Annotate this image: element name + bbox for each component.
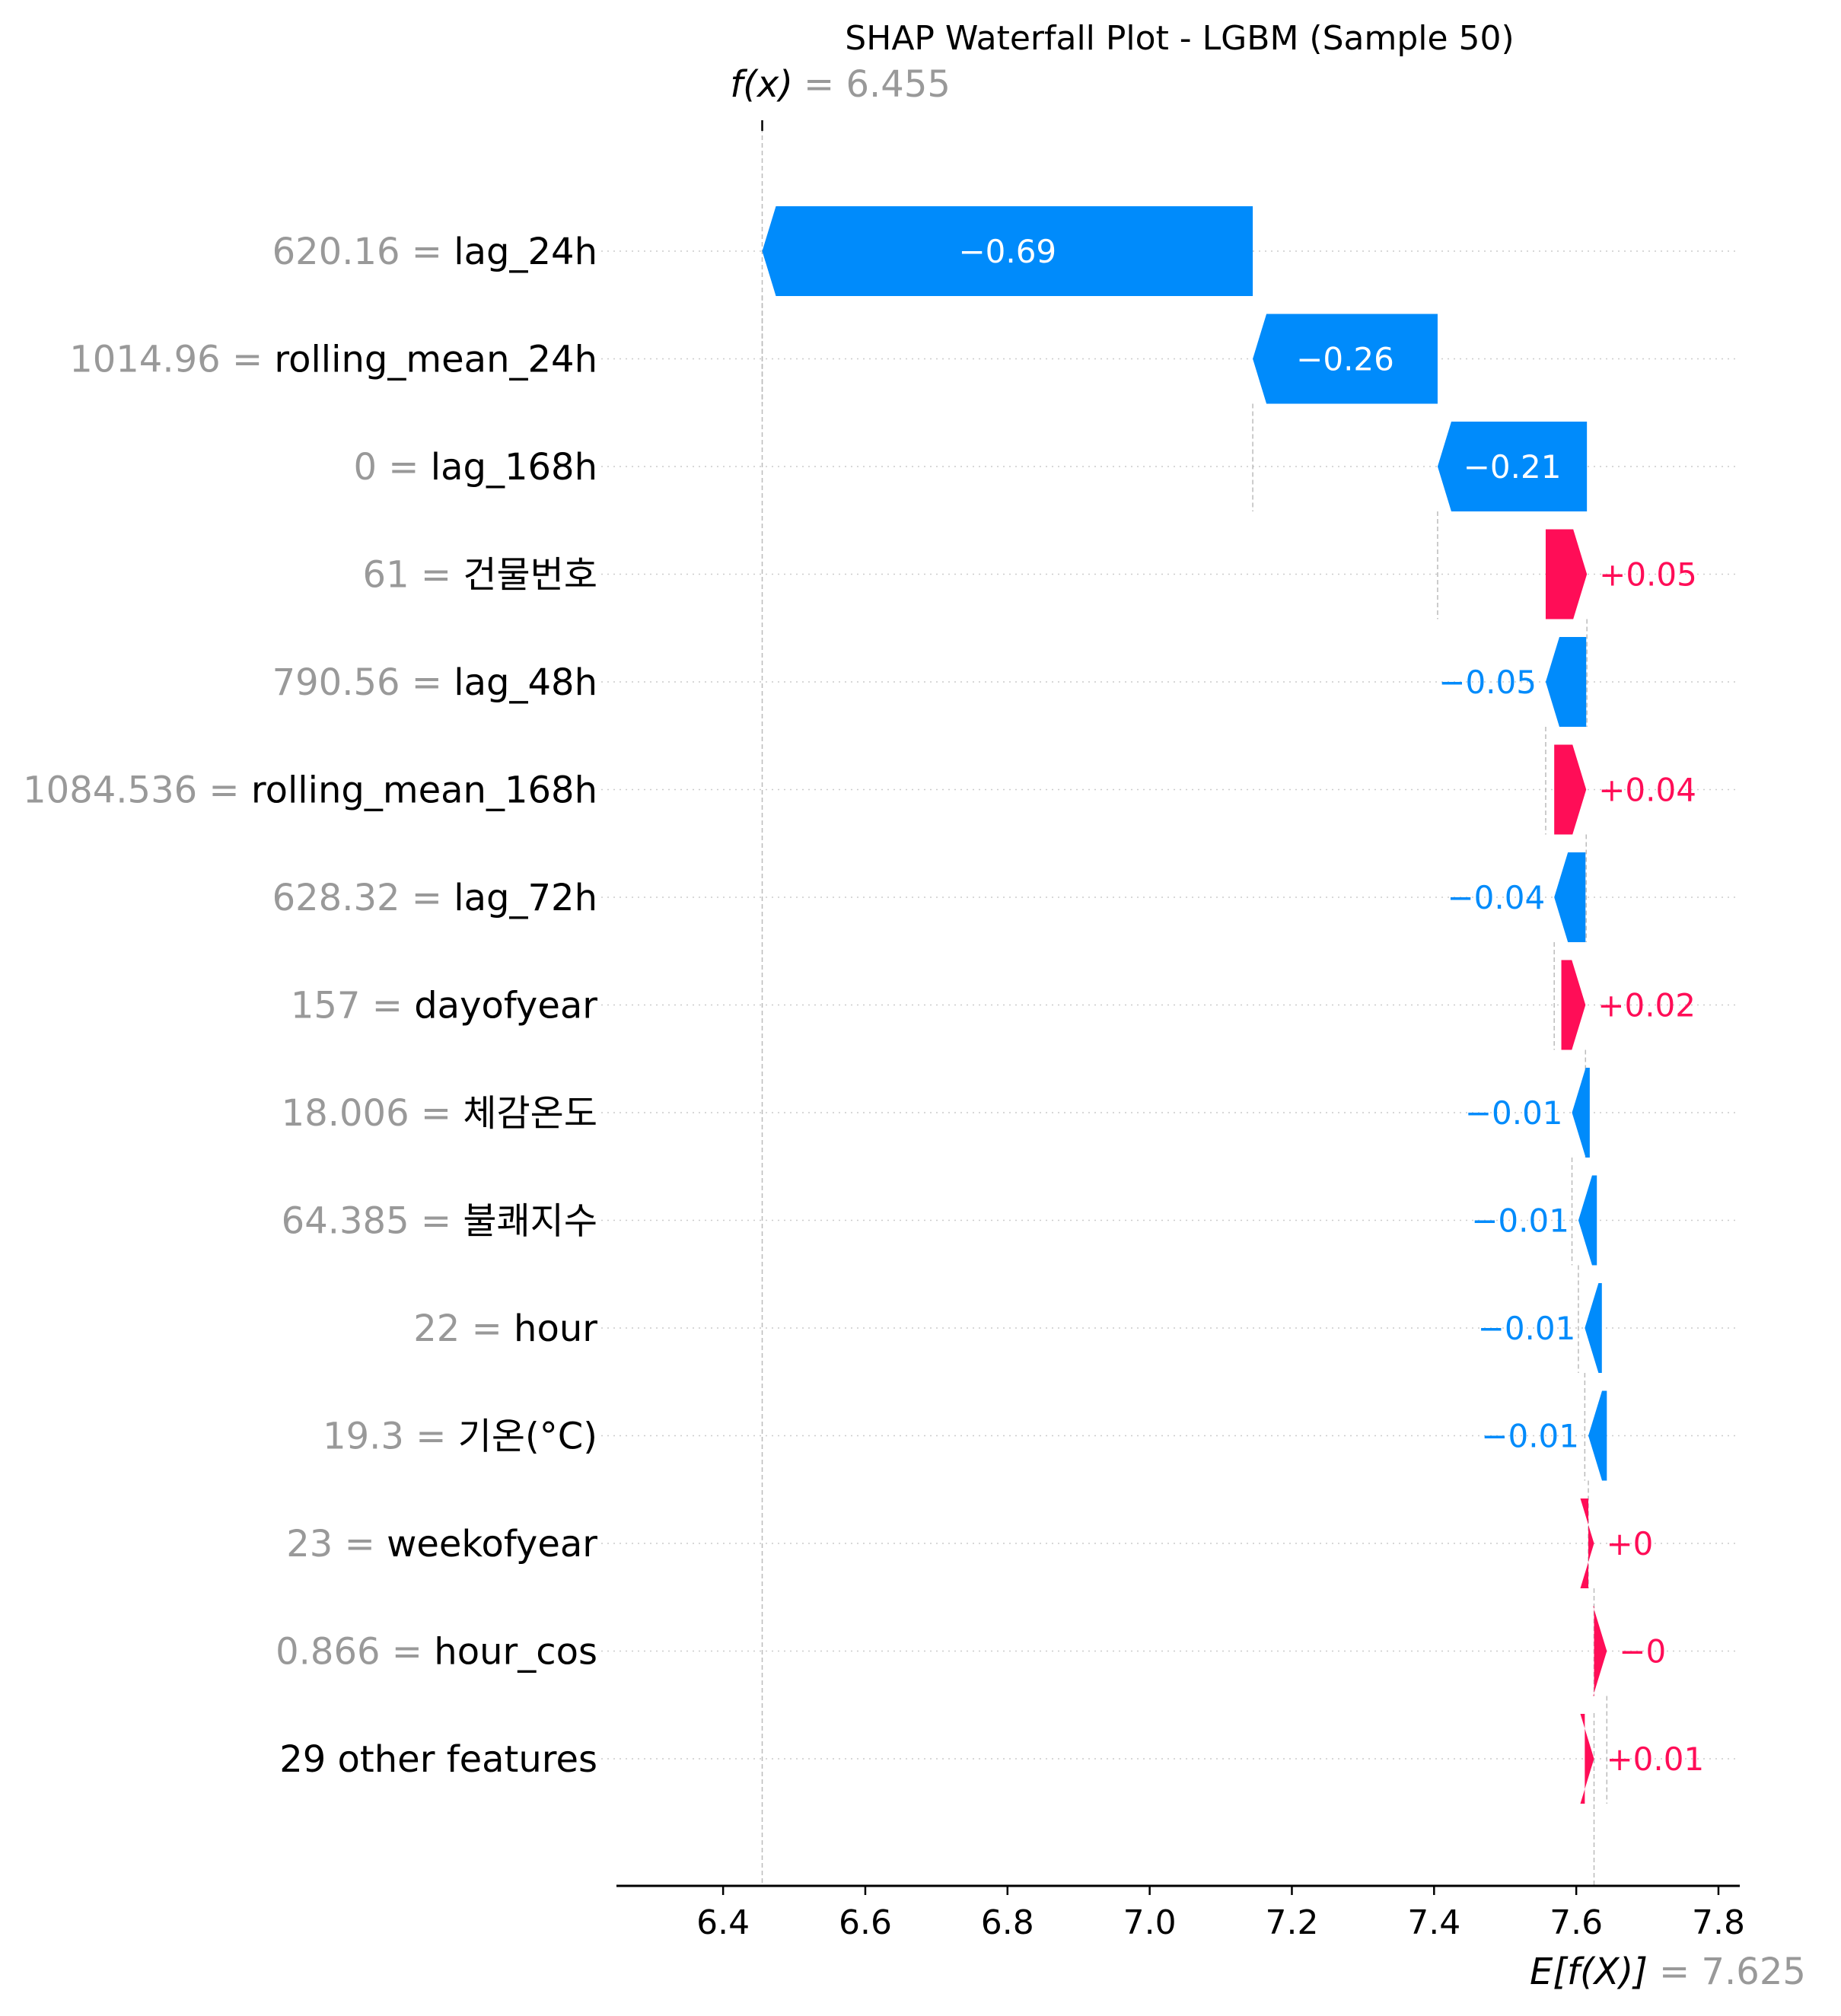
bar-2 <box>1437 422 1588 511</box>
bar-7 <box>1561 960 1586 1050</box>
feature-label-5: 1084.536 = rolling_mean_168h <box>23 769 597 812</box>
bar-label-7: +0.02 <box>1597 987 1696 1024</box>
bar-label-4: −0.05 <box>1438 664 1537 701</box>
feature-name: 29 other features <box>279 1738 597 1781</box>
row-gridlines <box>601 250 1740 1760</box>
bar-label-0: −0.69 <box>958 233 1056 270</box>
feature-name: 체감온도 <box>463 1092 597 1135</box>
feature-name: lag_48h <box>454 661 597 704</box>
bar-12 <box>1580 1498 1594 1588</box>
bar-label-13: −0 <box>1619 1633 1666 1670</box>
feature-label-13: 0.866 = hour_cos <box>276 1631 597 1674</box>
x-tick-label: 7.8 <box>1692 1903 1745 1942</box>
feature-name: lag_72h <box>454 877 597 919</box>
fx-value: = 6.455 <box>804 63 951 106</box>
feature-value: 22 = <box>413 1307 514 1350</box>
feature-label-11: 19.3 = 기온(°C) <box>323 1416 597 1458</box>
fx-prefix: f(x) <box>730 63 793 106</box>
feature-name: 기온(°C) <box>458 1416 597 1458</box>
ex-annotation: E[f(X)] = 7.625 <box>1530 1951 1806 1993</box>
bar-label-9: −0.01 <box>1471 1202 1569 1240</box>
feature-value: 0 = <box>353 446 430 489</box>
feature-label-14: 29 other features <box>279 1738 597 1781</box>
feature-name: lag_24h <box>454 231 597 273</box>
feature-value: 157 = <box>291 985 414 1027</box>
feature-value: 23 = <box>286 1523 387 1565</box>
bar-0 <box>762 206 1253 296</box>
chart-title: SHAP Waterfall Plot - LGBM (Sample 50) <box>845 19 1514 58</box>
feature-value: 628.32 = <box>272 877 454 919</box>
bar-label-1: −0.26 <box>1296 341 1394 378</box>
feature-value: 64.385 = <box>282 1200 463 1243</box>
bar-8 <box>1572 1068 1590 1158</box>
feature-name: rolling_mean_24h <box>274 339 597 381</box>
feature-label-10: 22 = hour <box>413 1307 597 1350</box>
bar-10 <box>1585 1283 1602 1373</box>
x-tick-label: 6.8 <box>981 1903 1034 1942</box>
x-tick-label: 7.4 <box>1407 1903 1460 1942</box>
bar-9 <box>1578 1175 1597 1266</box>
bar-label-12: +0 <box>1606 1525 1653 1562</box>
feature-value: 1014.96 = <box>69 339 274 381</box>
feature-value: 790.56 = <box>272 661 454 704</box>
x-tick-label: 6.4 <box>696 1903 750 1942</box>
bar-13 <box>1593 1606 1607 1696</box>
feature-label-0: 620.16 = lag_24h <box>272 231 597 273</box>
feature-label-6: 628.32 = lag_72h <box>272 877 597 919</box>
feature-value: 61 = <box>363 554 463 597</box>
bar-3 <box>1545 529 1588 619</box>
feature-name: dayofyear <box>414 985 597 1027</box>
x-tick-label: 7.2 <box>1265 1903 1318 1942</box>
feature-value: 1084.536 = <box>23 769 251 812</box>
feature-label-3: 61 = 건물번호 <box>363 554 597 597</box>
feature-label-4: 790.56 = lag_48h <box>272 661 597 704</box>
bar-1 <box>1253 314 1438 404</box>
bar-label-5: +0.04 <box>1598 772 1696 809</box>
bar-label-8: −0.01 <box>1465 1094 1563 1132</box>
fx-annotation: f(x) = 6.455 <box>730 63 951 106</box>
feature-name: hour_cos <box>434 1631 597 1674</box>
feature-label-2: 0 = lag_168h <box>353 446 597 489</box>
ex-prefix: E[f(X)] <box>1530 1951 1648 1993</box>
bar-label-3: +0.05 <box>1599 556 1697 594</box>
bar-11 <box>1588 1390 1607 1481</box>
feature-name: 건물번호 <box>463 554 597 597</box>
x-axis: 6.4 6.6 6.8 7.0 7.2 7.4 7.6 7.8 <box>616 1884 1745 1942</box>
feature-label-1: 1014.96 = rolling_mean_24h <box>69 339 597 381</box>
guide-lines <box>761 120 1608 1886</box>
x-tick-label: 7.6 <box>1550 1903 1603 1942</box>
bar-label-14: +0.01 <box>1606 1741 1704 1778</box>
feature-value: 18.006 = <box>282 1092 463 1135</box>
x-tick-label: 7.0 <box>1123 1903 1177 1942</box>
feature-label-9: 64.385 = 불쾌지수 <box>282 1200 597 1243</box>
feature-value: 0.866 = <box>276 1631 434 1674</box>
bar-label-2: −0.21 <box>1464 448 1562 486</box>
feature-label-8: 18.006 = 체감온도 <box>282 1092 597 1135</box>
bar-6 <box>1554 852 1586 942</box>
feature-name: weekofyear <box>387 1523 597 1565</box>
feature-label-12: 23 = weekofyear <box>286 1523 597 1565</box>
bar-label-10: −0.01 <box>1478 1310 1576 1347</box>
feature-name: lag_168h <box>431 446 597 489</box>
feature-labels: 620.16 = lag_24h 1014.96 = rolling_mean_2… <box>23 231 597 1781</box>
feature-label-7: 157 = dayofyear <box>291 985 597 1027</box>
x-tick-label: 6.6 <box>839 1903 892 1942</box>
bars: −0.69 −0.26 −0.21 +0.05 −0.05 +0.04 −0.04 +0.02… <box>762 206 1704 1804</box>
feature-value: 620.16 = <box>272 231 454 273</box>
feature-name: rolling_mean_168h <box>251 769 597 812</box>
bar-label-11: −0.01 <box>1481 1418 1579 1455</box>
bar-5 <box>1554 744 1587 835</box>
feature-name: hour <box>514 1307 597 1350</box>
bar-4 <box>1545 637 1587 727</box>
bar-label-6: −0.04 <box>1447 879 1545 916</box>
feature-name: 불쾌지수 <box>463 1200 597 1243</box>
ex-value: = 7.625 <box>1659 1951 1806 1993</box>
bar-14 <box>1580 1714 1594 1804</box>
feature-value: 19.3 = <box>323 1416 458 1458</box>
